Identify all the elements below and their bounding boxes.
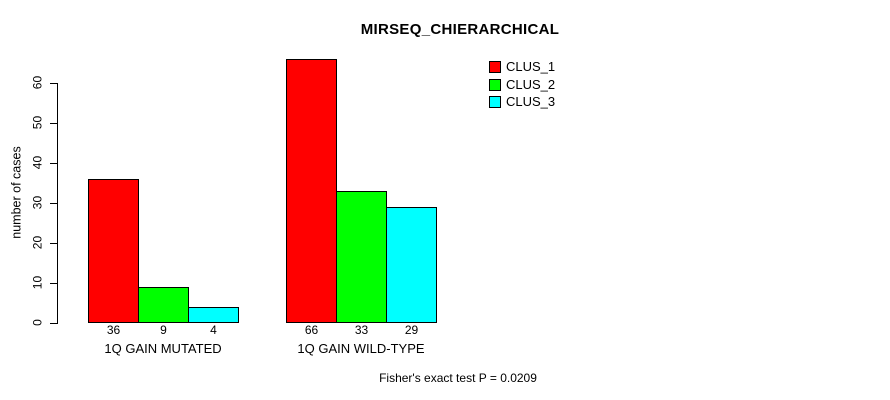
- bar-clus_3-2: [386, 207, 437, 323]
- y-tick-label: 20: [30, 235, 45, 250]
- legend-swatch-clus_3: [489, 96, 501, 108]
- legend-label-clus_2: CLUS_2: [506, 77, 556, 92]
- bar-value-label: 33: [354, 323, 369, 337]
- bar-value-label: 66: [304, 323, 319, 337]
- bar-clus_1-2: [286, 59, 337, 323]
- y-tick-label: 0: [30, 319, 45, 326]
- y-tick-label: 30: [30, 195, 45, 210]
- bar-clus_3-1: [188, 307, 239, 323]
- bar-value-label: 36: [106, 323, 121, 337]
- bar-clus_2-2: [336, 191, 387, 323]
- category-label: 1Q GAIN WILD-TYPE: [297, 341, 425, 356]
- y-tick-mark: [50, 123, 57, 124]
- y-tick-label: 50: [30, 115, 45, 130]
- bar-clus_2-1: [138, 287, 189, 323]
- chart-title: MIRSEQ_CHIERARCHICAL: [360, 21, 560, 38]
- y-tick-label: 40: [30, 155, 45, 170]
- y-tick-label: 10: [30, 275, 45, 290]
- bar-value-label: 9: [160, 323, 167, 337]
- y-tick-label: 60: [30, 75, 45, 90]
- legend-swatch-clus_1: [489, 61, 501, 73]
- category-label: 1Q GAIN MUTATED: [104, 341, 222, 356]
- y-axis-label: number of cases: [9, 146, 24, 239]
- y-axis-line: [57, 83, 58, 324]
- y-tick-mark: [50, 283, 57, 284]
- y-tick-mark: [50, 83, 57, 84]
- y-tick-mark: [50, 163, 57, 164]
- y-tick-mark: [50, 203, 57, 204]
- bar-value-label: 29: [404, 323, 419, 337]
- legend-label-clus_3: CLUS_3: [506, 94, 556, 109]
- y-tick-mark: [50, 243, 57, 244]
- y-tick-mark: [50, 323, 57, 324]
- legend-label-clus_1: CLUS_1: [506, 59, 556, 74]
- bar-clus_1-1: [88, 179, 139, 323]
- legend-swatch-clus_2: [489, 79, 501, 91]
- footnote: Fisher's exact test P = 0.0209: [379, 371, 537, 385]
- bar-value-label: 4: [210, 323, 217, 337]
